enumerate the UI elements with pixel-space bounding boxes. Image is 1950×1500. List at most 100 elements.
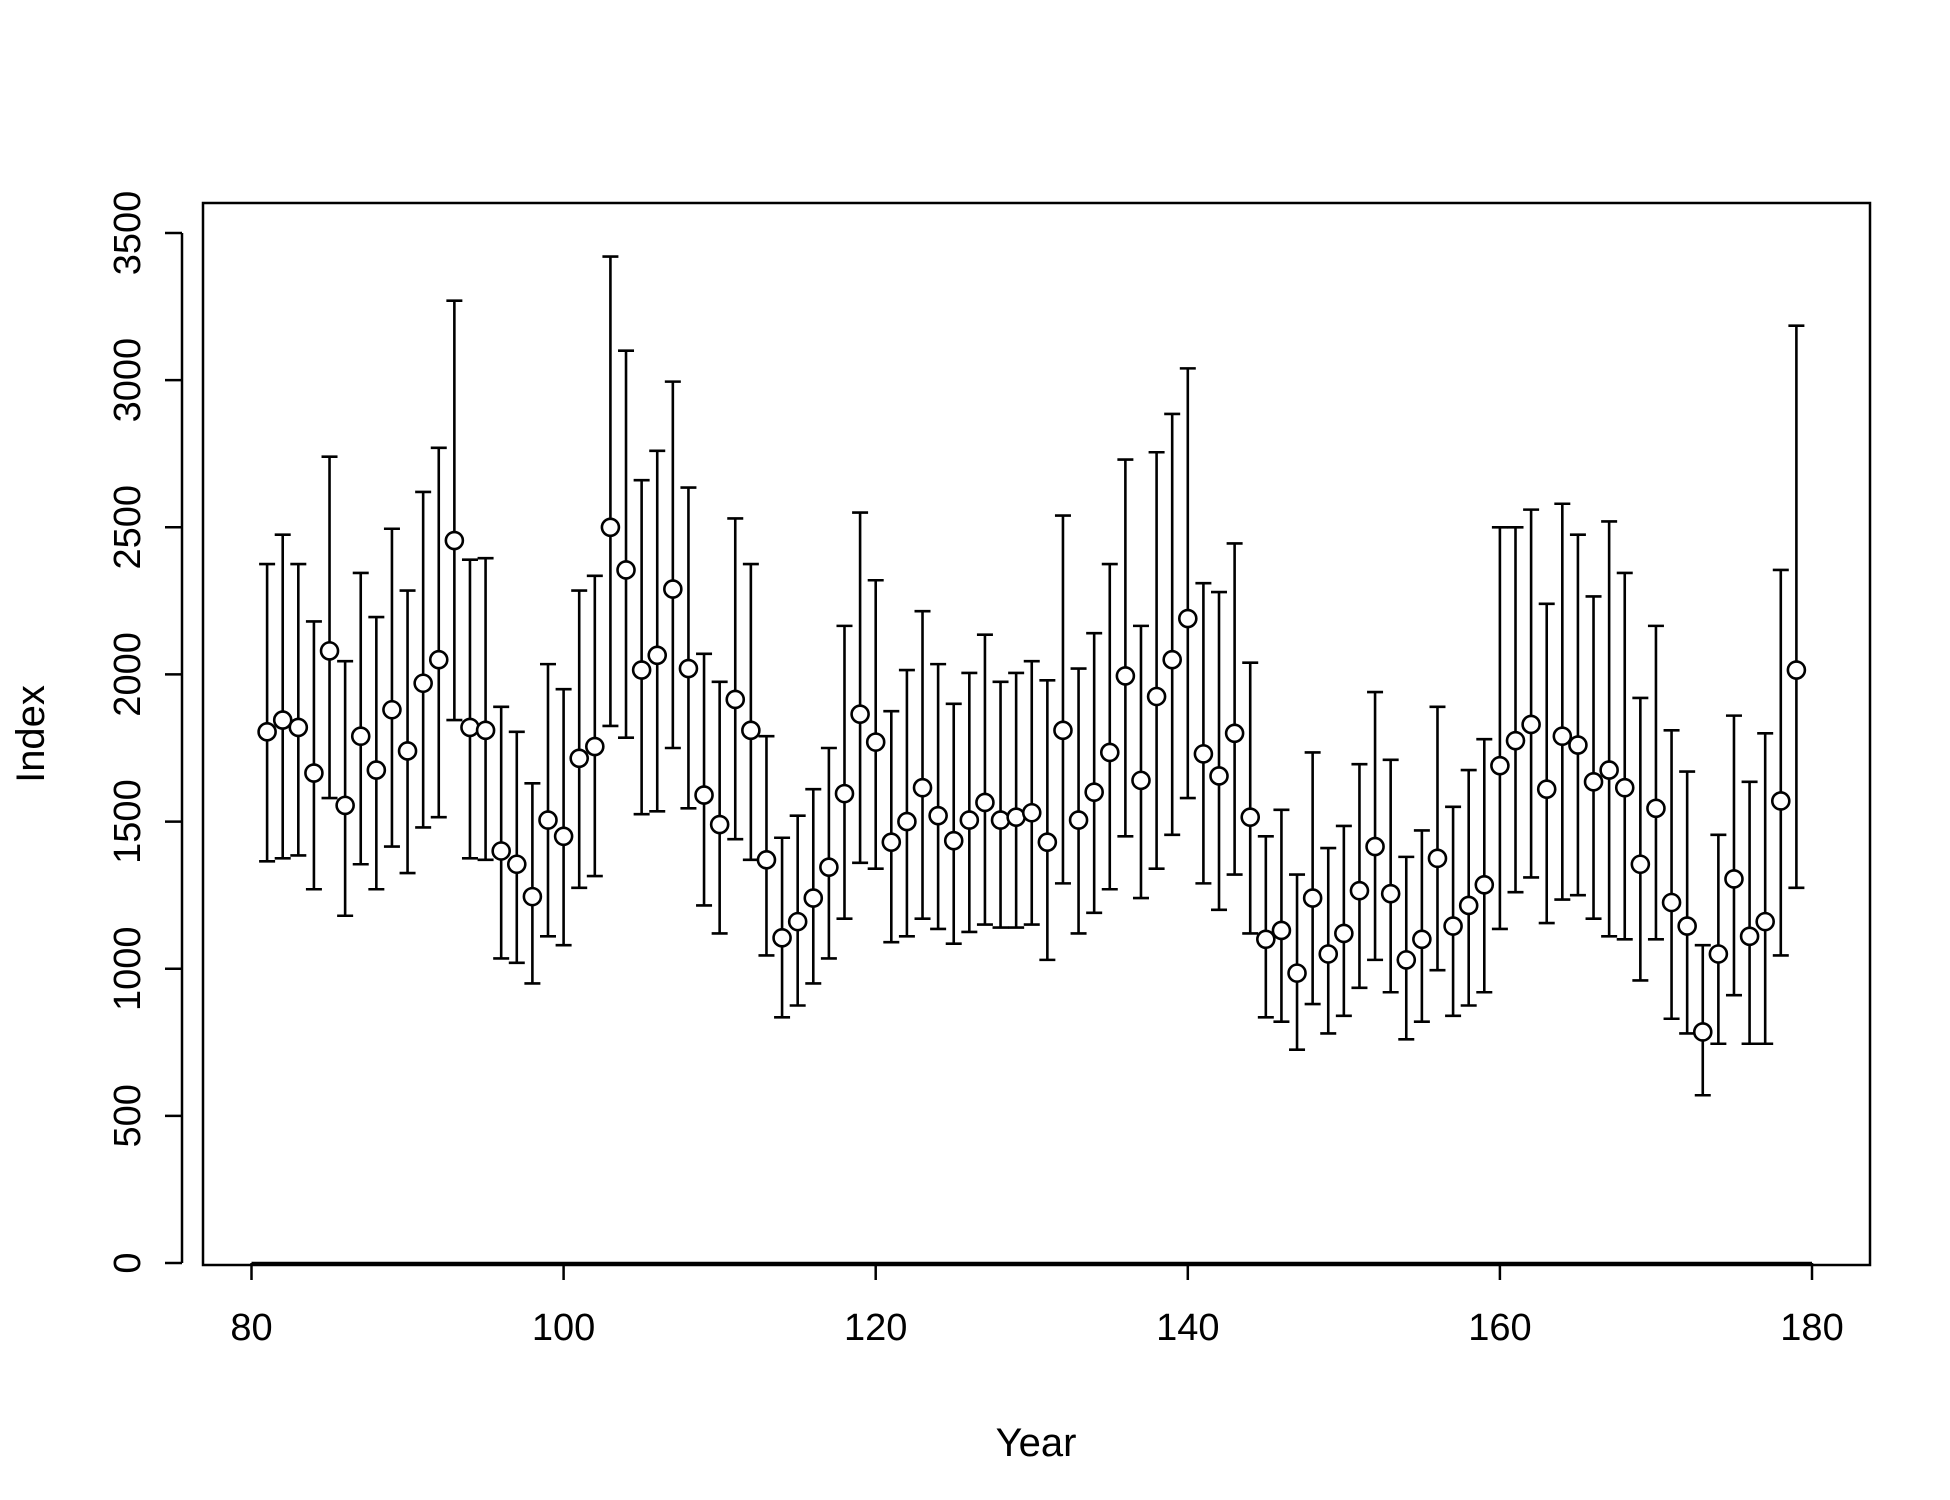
data-point bbox=[413, 673, 433, 694]
data-point bbox=[304, 763, 324, 783]
data-point bbox=[1505, 730, 1526, 751]
y-axis: 0 500 1000 1500 2000 2500 3000 3500 bbox=[107, 191, 184, 1274]
data-point bbox=[756, 850, 777, 870]
data-point bbox=[319, 641, 340, 661]
data-point bbox=[272, 710, 293, 730]
data-point bbox=[803, 888, 824, 908]
data-point bbox=[881, 832, 902, 852]
data-point bbox=[585, 736, 605, 757]
y-tick-label: 2500 bbox=[107, 485, 149, 570]
data-point bbox=[897, 811, 917, 832]
data-point bbox=[1474, 875, 1495, 895]
data-point bbox=[288, 717, 309, 738]
data-point bbox=[725, 689, 746, 710]
data-point bbox=[694, 785, 714, 805]
data-point bbox=[553, 826, 574, 847]
data-point bbox=[1115, 666, 1136, 686]
data-point bbox=[382, 699, 402, 720]
data-point bbox=[912, 777, 933, 798]
x-tick-label: 160 bbox=[1468, 1307, 1531, 1349]
data-point bbox=[491, 841, 511, 861]
data-point bbox=[647, 645, 668, 666]
data-point bbox=[1521, 714, 1541, 735]
data-point bbox=[741, 720, 761, 741]
data-point bbox=[1412, 929, 1432, 950]
data-point bbox=[928, 805, 948, 826]
data-point bbox=[1630, 854, 1651, 875]
data-point bbox=[569, 748, 590, 769]
data-point bbox=[1099, 742, 1120, 763]
x-tick-label: 120 bbox=[844, 1307, 907, 1349]
x-tick-label: 180 bbox=[1780, 1307, 1843, 1349]
data-point bbox=[350, 726, 371, 747]
data-series bbox=[257, 255, 1807, 1097]
data-point bbox=[1256, 929, 1276, 950]
data-point bbox=[366, 760, 387, 780]
y-tick-label: 3000 bbox=[107, 338, 149, 423]
data-point bbox=[1334, 923, 1354, 944]
data-point bbox=[1786, 660, 1807, 680]
data-point bbox=[943, 830, 964, 851]
data-point bbox=[1708, 944, 1729, 964]
x-tick-label: 140 bbox=[1156, 1307, 1219, 1349]
data-point bbox=[522, 886, 543, 907]
data-point bbox=[444, 530, 465, 551]
data-point bbox=[1458, 895, 1479, 916]
y-axis-title: Index bbox=[9, 685, 53, 783]
data-point bbox=[1240, 807, 1261, 827]
y-tick-label: 1000 bbox=[107, 926, 149, 1011]
data-point bbox=[1131, 770, 1151, 791]
data-point bbox=[850, 704, 870, 724]
x-axis-title: Year bbox=[996, 1421, 1077, 1465]
data-point bbox=[1271, 920, 1292, 941]
data-point bbox=[475, 720, 496, 741]
data-point bbox=[616, 560, 636, 580]
data-point bbox=[787, 911, 808, 932]
data-point bbox=[1677, 916, 1697, 936]
data-point bbox=[1724, 869, 1744, 889]
data-point bbox=[1302, 888, 1323, 908]
data-point bbox=[1536, 779, 1557, 800]
data-point bbox=[1084, 782, 1104, 802]
data-point bbox=[460, 717, 480, 738]
data-point bbox=[1661, 892, 1682, 913]
data-point bbox=[1490, 755, 1510, 776]
data-point bbox=[1318, 944, 1339, 964]
data-point bbox=[975, 792, 995, 813]
data-point bbox=[600, 517, 621, 538]
data-point bbox=[1427, 848, 1448, 869]
data-point bbox=[1552, 726, 1573, 747]
data-point bbox=[397, 741, 418, 761]
y-tick-label: 500 bbox=[107, 1084, 149, 1147]
data-point bbox=[1209, 766, 1229, 786]
data-point bbox=[1146, 686, 1167, 707]
y-tick-label: 0 bbox=[107, 1252, 149, 1273]
y-tick-label: 2000 bbox=[107, 632, 149, 717]
data-point bbox=[631, 660, 652, 680]
data-point bbox=[1583, 772, 1604, 792]
data-point bbox=[538, 810, 558, 830]
x-tick-label: 80 bbox=[230, 1307, 272, 1349]
y-tick-label: 3500 bbox=[107, 191, 149, 276]
data-point bbox=[1443, 916, 1463, 936]
data-point bbox=[1599, 760, 1619, 780]
data-point bbox=[1162, 649, 1182, 670]
data-point bbox=[709, 814, 730, 835]
data-point bbox=[1614, 777, 1635, 798]
data-point bbox=[1396, 950, 1417, 970]
data-point bbox=[663, 579, 683, 599]
data-point bbox=[1739, 926, 1760, 947]
data-point bbox=[678, 658, 699, 679]
data-point bbox=[865, 732, 886, 752]
data-point bbox=[1380, 883, 1401, 904]
plot-frame bbox=[201, 201, 1872, 1267]
data-point bbox=[1193, 744, 1214, 764]
data-point bbox=[1646, 798, 1666, 819]
data-point bbox=[1224, 723, 1245, 744]
data-point bbox=[1349, 880, 1370, 901]
x-axis: 80 100 120 140 160 180 bbox=[230, 1261, 1844, 1349]
data-point bbox=[1053, 720, 1073, 741]
data-point bbox=[819, 857, 839, 877]
data-point bbox=[1568, 735, 1588, 755]
